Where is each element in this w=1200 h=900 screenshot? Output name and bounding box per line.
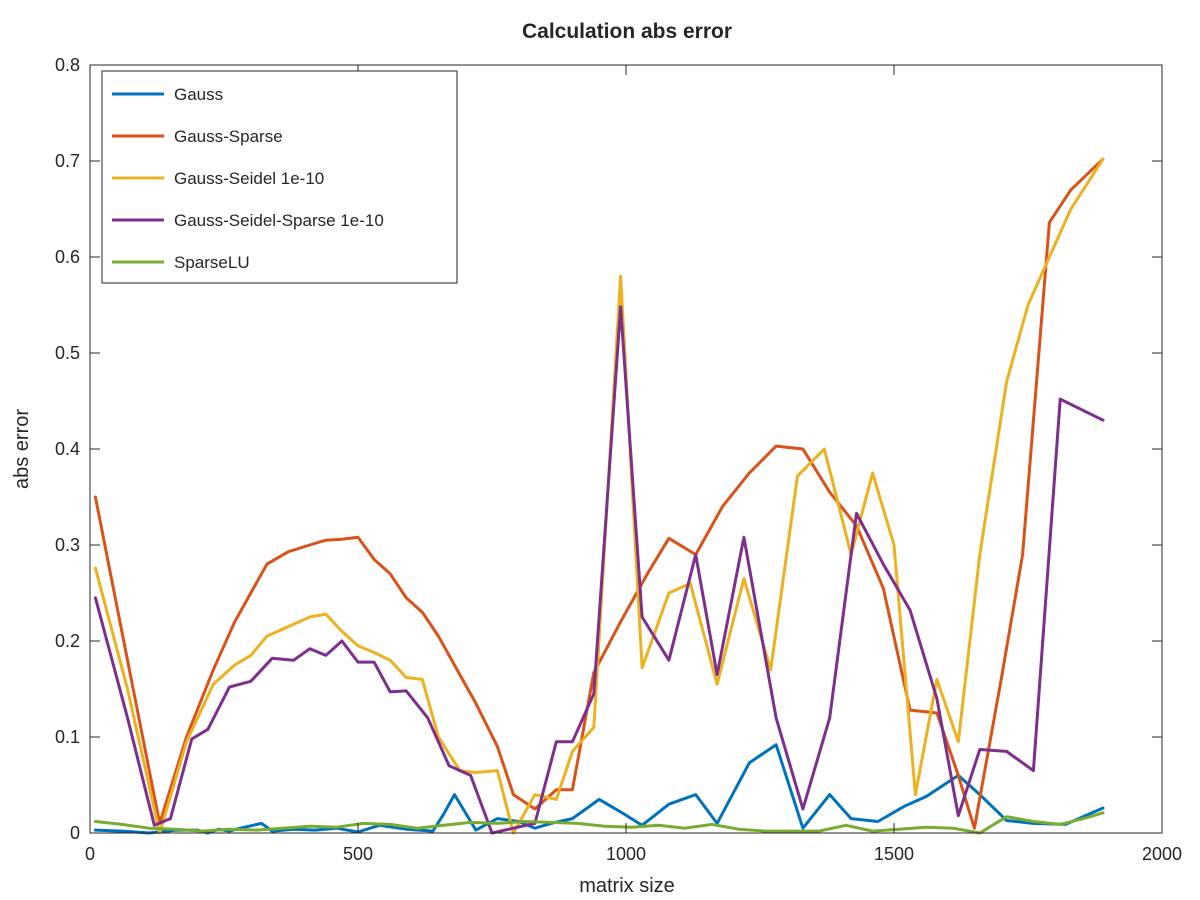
series-layer	[93, 157, 1105, 835]
y-tick-label: 0.5	[55, 343, 80, 363]
series-line-gauss-sparse	[93, 157, 1105, 830]
series-line-gauss-seidel-sparse-1e-10	[93, 305, 1105, 835]
series-line-gauss-seidel-1e-10	[93, 157, 1105, 835]
legend-entry-label: SparseLU	[174, 253, 250, 272]
y-tick-label: 0	[70, 823, 80, 843]
legend-entry-label: Gauss	[174, 85, 223, 104]
y-tick-label: 0.8	[55, 55, 80, 75]
series-line-sparselu	[93, 811, 1105, 835]
y-tick-label: 0.3	[55, 535, 80, 555]
chart-title: Calculation abs error	[522, 20, 732, 43]
legend-entry-label: Gauss-Seidel-Sparse 1e-10	[174, 211, 384, 230]
y-axis-label: abs error	[11, 409, 33, 489]
y-tick-label: 0.4	[55, 439, 80, 459]
x-tick-label: 0	[85, 844, 95, 864]
legend: Gauss Gauss-Sparse Gauss-Seidel 1e-10 Gauss…	[101, 70, 458, 284]
x-tick-label: 500	[343, 844, 373, 864]
y-axis-ticks: 0 0.1 0.2 0.3 0.4 0.5 0.6 0.7 0.8	[55, 55, 1162, 843]
legend-entry-label: Gauss-Sparse	[174, 127, 283, 146]
x-axis-ticks: 0 500 1000 1500 2000	[85, 65, 1182, 864]
legend-entry-label: Gauss-Seidel 1e-10	[174, 169, 324, 188]
x-tick-label: 1500	[874, 844, 914, 864]
y-tick-label: 0.1	[55, 727, 80, 747]
y-tick-label: 0.7	[55, 151, 80, 171]
x-tick-label: 1000	[606, 844, 646, 864]
y-tick-label: 0.2	[55, 631, 80, 651]
x-tick-label: 2000	[1142, 844, 1182, 864]
x-axis-label: matrix size	[579, 875, 675, 897]
y-tick-label: 0.6	[55, 247, 80, 267]
